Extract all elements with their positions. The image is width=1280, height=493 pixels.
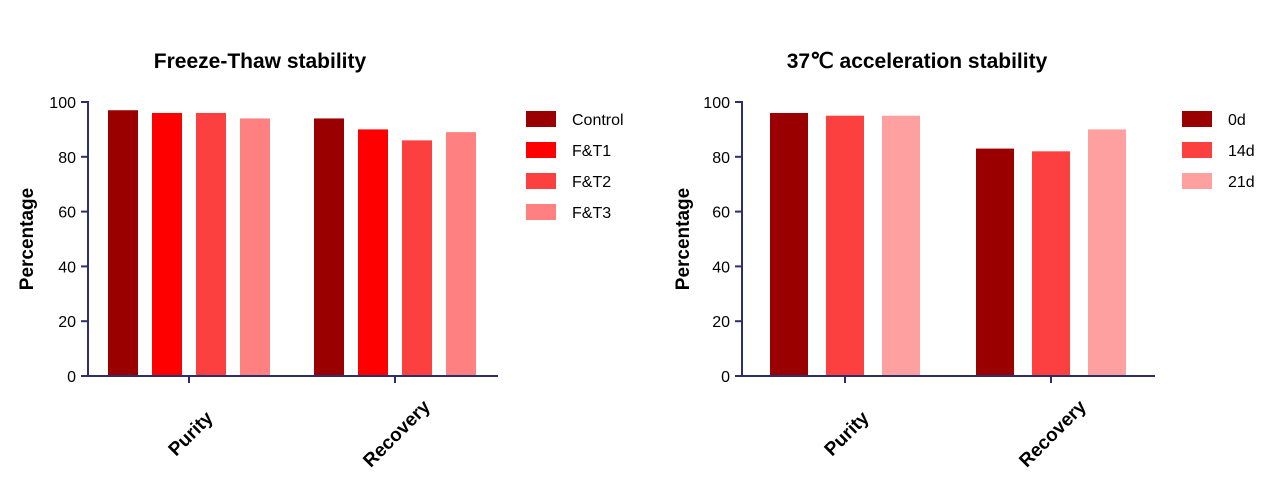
y-tick-label: 100 <box>703 95 730 112</box>
bar-f-t2-recovery <box>402 140 432 376</box>
category-label-purity: Purity <box>821 407 874 460</box>
y-tick-label: 0 <box>721 369 730 386</box>
chart-title: Freeze-Thaw stability <box>154 50 367 73</box>
legend-swatch <box>1182 111 1212 127</box>
legend-swatch <box>1182 142 1212 158</box>
legend-label: 21d <box>1228 174 1255 191</box>
bar-14d-purity <box>826 115 864 376</box>
category-label-recovery: Recovery <box>1015 396 1091 472</box>
y-tick-label: 40 <box>58 259 76 276</box>
bar-0d-purity <box>770 112 808 377</box>
legend-label: F&T2 <box>572 174 611 191</box>
y-tick-label: 100 <box>49 95 76 112</box>
legend-label: Control <box>572 112 624 129</box>
y-tick-label: 60 <box>712 205 730 222</box>
legend-swatch <box>1182 173 1212 189</box>
legend-swatch <box>526 111 556 127</box>
category-label-purity: Purity <box>165 407 218 460</box>
bar-f-t3-purity <box>240 118 270 376</box>
chart-acceleration: 37℃ acceleration stability Percentage 0 20 4… <box>673 50 1255 472</box>
y-tick-label: 20 <box>712 314 730 331</box>
y-tick-label: 60 <box>58 205 76 222</box>
bar-21d-purity <box>882 115 920 376</box>
y-tick-label: 40 <box>712 259 730 276</box>
bar-f-t1-purity <box>152 112 182 377</box>
legend-label: 0d <box>1228 112 1246 129</box>
legend-swatch <box>526 204 556 220</box>
y-tick-label: 20 <box>58 314 76 331</box>
chart-title: 37℃ acceleration stability <box>787 50 1048 73</box>
bar-control-purity <box>108 110 138 376</box>
bar-f-t1-recovery <box>358 129 388 376</box>
bar-f-t3-recovery <box>446 132 476 376</box>
legend-label: F&T1 <box>572 143 611 160</box>
y-tick-label: 0 <box>67 369 76 386</box>
legend-label: 14d <box>1228 143 1255 160</box>
y-axis-label: Percentage <box>17 188 38 290</box>
category-label-recovery: Recovery <box>359 396 435 472</box>
bar-14d-recovery <box>1032 151 1070 376</box>
y-axis-label: Percentage <box>673 188 694 290</box>
legend-swatch <box>526 173 556 189</box>
bar-f-t2-purity <box>196 112 226 377</box>
bar-21d-recovery <box>1088 129 1126 376</box>
bar-0d-recovery <box>976 148 1014 376</box>
legend-label: F&T3 <box>572 205 611 222</box>
bar-control-recovery <box>314 118 344 376</box>
y-tick-label: 80 <box>58 150 76 167</box>
chart-freeze-thaw: Freeze-Thaw stability Percentage 0 20 40 60 80… <box>17 50 624 472</box>
legend-swatch <box>526 142 556 158</box>
y-tick-label: 80 <box>712 150 730 167</box>
